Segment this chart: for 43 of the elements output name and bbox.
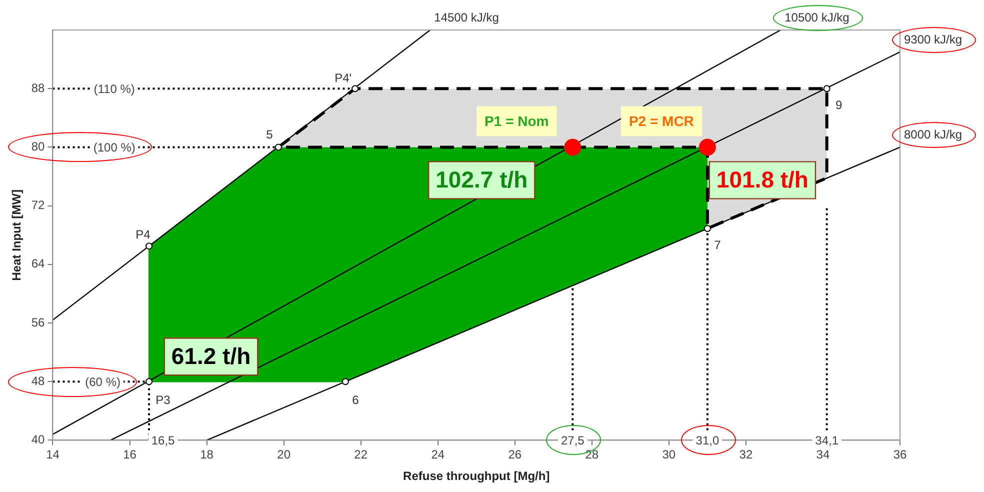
x-tick-label: 30 [662, 448, 676, 462]
y-tick-label: 56 [31, 315, 46, 330]
annotation: 101.8 t/h [716, 166, 808, 193]
x-tick-label: 28 [585, 448, 599, 462]
annotation: 9 [835, 98, 842, 112]
x-tick-label: 34 [816, 448, 830, 462]
annotation: P4 [136, 227, 151, 242]
annotation: P3 [156, 392, 171, 407]
y-tick-label: 72 [31, 198, 46, 212]
annotation: P2 = MCR [628, 113, 694, 130]
x-tick-label: 16 [123, 448, 137, 462]
annotation: 5 [266, 128, 274, 142]
annotation: 7 [714, 238, 722, 252]
x-tick-label: 20 [277, 448, 291, 462]
y-tick-label: 40 [31, 432, 46, 447]
x-tick-label: 36 [893, 448, 907, 462]
annotation: 16,5 [151, 434, 176, 448]
x-tick-label: 18 [200, 448, 214, 462]
annotation: 61.2 t/h [171, 342, 251, 369]
annotation: 102.7 t/h [436, 166, 528, 193]
x-tick-label: 14 [46, 448, 60, 462]
x-tick-label: 22 [354, 448, 368, 462]
y-tick-label: 80 [31, 140, 46, 154]
annotation: 27,5 [560, 434, 585, 448]
y-axis-title: Heat Input [MW] [10, 189, 24, 281]
annotation: (100 %) [93, 140, 136, 155]
x-tick-label: 32 [739, 448, 753, 462]
annotation: P1 = Nom [484, 113, 549, 130]
annotation: (60 %) [85, 374, 120, 389]
x-tick-label: 26 [508, 448, 522, 462]
y-tick-label: 48 [31, 374, 46, 388]
annotation: (110 %) [94, 82, 135, 96]
annotation: 31,0 [696, 434, 720, 448]
series-label: 8000 kJ/kg [904, 128, 962, 142]
x-tick-label: 24 [431, 448, 445, 462]
y-tick-label: 88 [31, 80, 46, 95]
series-label: 14500 kJ/kg [434, 10, 499, 24]
annotation: 6 [352, 392, 360, 407]
series-label: 10500 kJ/kg [784, 10, 850, 24]
y-tick-label: 64 [31, 256, 46, 271]
series-label: 9300 kJ/kg [904, 32, 962, 46]
x-axis-title: Refuse throughput [Mg/h] [403, 469, 550, 484]
annotation: P4' [334, 70, 352, 85]
